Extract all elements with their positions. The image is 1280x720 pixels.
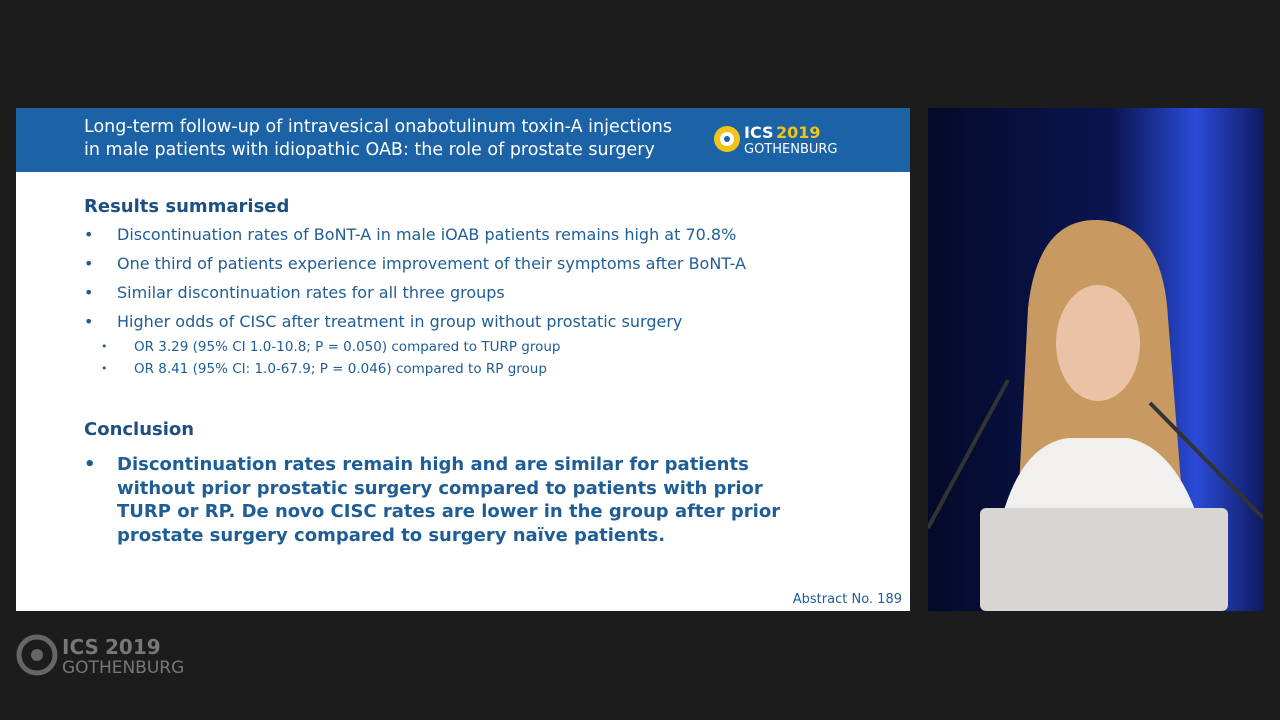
- watermark-brand: ICS: [62, 635, 99, 659]
- slide: Long-term follow-up of intravesical onab…: [16, 108, 910, 611]
- bullet: One third of patients experience improve…: [84, 249, 884, 278]
- watermark-ring: [16, 634, 58, 676]
- microphone: [928, 379, 1010, 529]
- speaker-video: [928, 108, 1263, 611]
- title-line: Long-term follow-up of intravesical onab…: [84, 117, 672, 137]
- title-line: in male patients with idiopathic OAB: th…: [84, 140, 655, 160]
- logo-year: 2019: [776, 123, 821, 142]
- bullet: Discontinuation rates remain high and ar…: [84, 453, 817, 547]
- microphone: [1148, 401, 1263, 520]
- sub-bullet: OR 3.29 (95% CI 1.0-10.8; P = 0.050) com…: [51, 336, 884, 358]
- bullet: Higher odds of CISC after treatment in g…: [84, 307, 884, 336]
- slide-body: Results summarised Discontinuation rates …: [84, 194, 884, 547]
- laptop: [980, 508, 1228, 611]
- sub-bullet: OR 8.41 (95% CI: 1.0-67.9; P = 0.046) co…: [51, 358, 884, 380]
- watermark-city: GOTHENBURG: [62, 658, 184, 678]
- watermark-year: 2019: [105, 635, 161, 659]
- bullet: Discontinuation rates of BoNT-A in male …: [84, 220, 884, 249]
- face: [1056, 285, 1140, 401]
- header-logo: ICS 2019 GOTHENBURG: [714, 123, 838, 157]
- bullet: Similar discontinuation rates for all th…: [84, 278, 884, 307]
- logo-city: GOTHENBURG: [744, 142, 838, 157]
- slide-title: Long-term follow-up of intravesical onab…: [84, 116, 672, 162]
- section: Results summarised Discontinuation rates …: [84, 194, 884, 380]
- section: Conclusion Discontinuation rates remain h…: [84, 417, 884, 547]
- slide-footer: Abstract No. 189: [792, 592, 902, 607]
- watermark: ICS 2019 GOTHENBURG: [16, 634, 184, 678]
- watermark-dot: [31, 649, 43, 661]
- section-heading: Results summarised: [84, 196, 290, 217]
- logo-dot: [724, 136, 730, 142]
- section-heading: Conclusion: [84, 419, 195, 440]
- slide-header: Long-term follow-up of intravesical onab…: [16, 108, 910, 172]
- logo-brand: ICS: [744, 123, 774, 142]
